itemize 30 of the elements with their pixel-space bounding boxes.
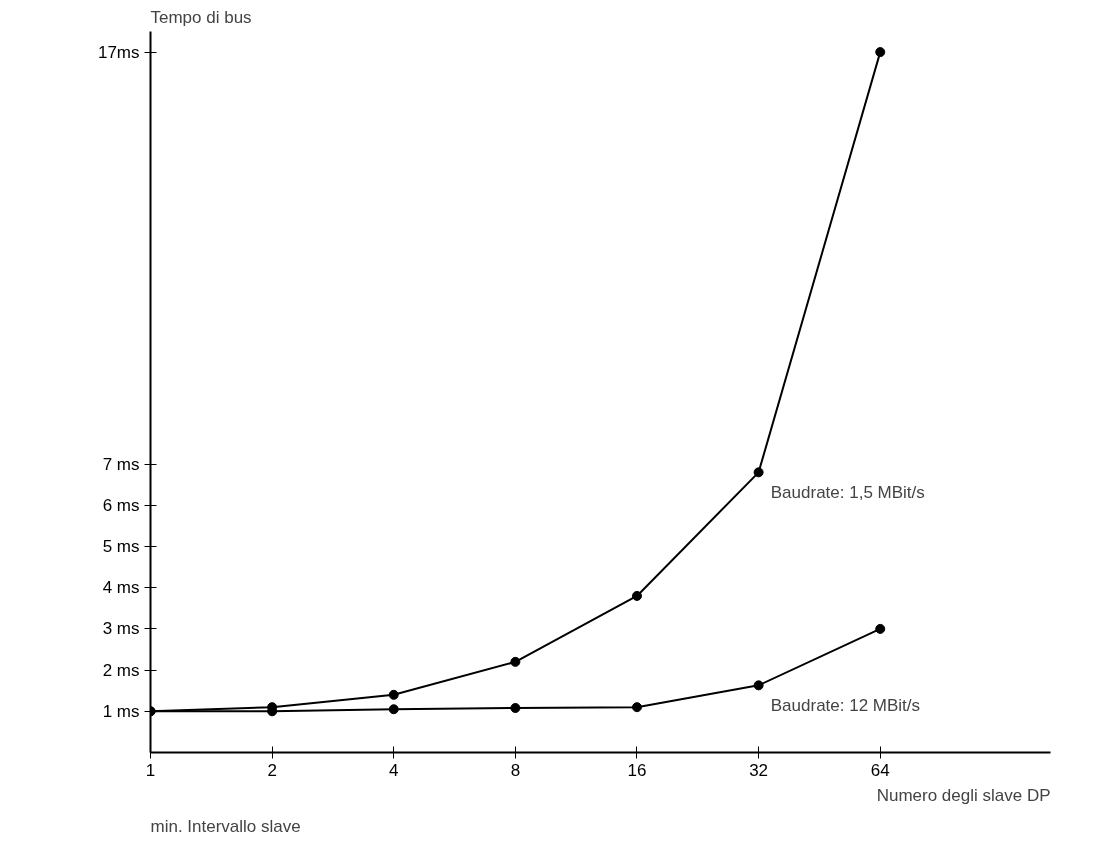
x-tick-label: 32 bbox=[749, 760, 769, 780]
y-tick-label: 4 ms bbox=[102, 578, 140, 598]
point bbox=[875, 47, 886, 58]
x-axis-title: Numero degli slave DP bbox=[876, 785, 1051, 805]
x-tick-label: 8 bbox=[510, 760, 521, 780]
point bbox=[753, 467, 764, 478]
x-tick-label: 2 bbox=[267, 760, 277, 780]
series-label: Baudrate: 12 MBit/s bbox=[770, 695, 921, 715]
point bbox=[753, 680, 764, 691]
point bbox=[631, 590, 642, 601]
text: min. Intervallo slave bbox=[150, 816, 301, 836]
y-tick-label: 17ms bbox=[97, 42, 140, 62]
y-tick-label: 7 ms bbox=[102, 454, 140, 474]
point bbox=[510, 656, 521, 667]
y-tick-label: 1 ms bbox=[102, 701, 140, 721]
point bbox=[388, 689, 399, 700]
point bbox=[510, 703, 521, 713]
y-axis-title: Tempo di bus bbox=[150, 7, 252, 27]
point bbox=[388, 704, 399, 715]
x-tick-label: 16 bbox=[627, 760, 647, 780]
y-tick-label: 2 ms bbox=[102, 660, 140, 680]
y-tick-label: 3 ms bbox=[102, 619, 140, 639]
point bbox=[875, 623, 886, 634]
x-tick-label: 4 bbox=[389, 760, 399, 780]
series-label: Baudrate: 1,5 MBit/s bbox=[770, 482, 925, 502]
point bbox=[631, 702, 642, 713]
x-tick-label: 1 bbox=[145, 760, 156, 780]
y-tick-label: 6 ms bbox=[102, 495, 140, 515]
x-tick-label: 64 bbox=[870, 760, 890, 780]
y-tick-label: 5 ms bbox=[102, 537, 140, 556]
